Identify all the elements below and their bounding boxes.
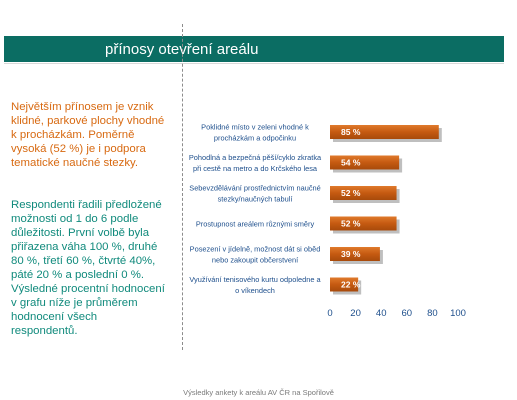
bar-value-label: 52 % — [341, 219, 361, 229]
x-tick-label: 100 — [450, 308, 466, 319]
summary-line: vysoká (52 %) je i podpora — [11, 143, 146, 155]
method-line: Výsledné procentní hodnocení — [11, 283, 165, 295]
slide-title: přínosy otevření areálu — [105, 41, 259, 58]
bar-value-label: 85 % — [341, 127, 361, 137]
method-line: Respondenti řadili předložené — [11, 199, 162, 211]
method-line: hodnocení všech — [11, 311, 98, 323]
method-line: možnosti od 1 do 6 podle — [11, 213, 139, 225]
bar-6 — [330, 277, 359, 292]
x-tick-label: 0 — [327, 308, 332, 319]
x-tick-label: 40 — [376, 308, 387, 319]
category-label: Prostupnost areálem různými směry — [196, 220, 315, 229]
summary-line: k procházkám. Poměrně — [11, 129, 135, 141]
header-underline — [4, 63, 504, 64]
category-label: Pohodlná a bezpečná pěší/cyklo zkratka př… — [189, 153, 322, 173]
header-band — [4, 36, 504, 62]
bar-5 — [330, 247, 380, 261]
bar-2 — [330, 155, 400, 170]
method-paragraph: Respondenti řadili předložené možnosti o… — [11, 198, 181, 338]
method-line: páté 20 % a poslední 0 %. — [11, 269, 144, 281]
bar-value-label: 54 % — [341, 158, 361, 168]
method-line: důležitosti. První volbě byla — [11, 227, 150, 239]
method-line: 80 %, třetí 60 %, čtvrté 40%, — [11, 255, 156, 267]
bar-value-label: 39 % — [341, 249, 361, 259]
x-tick-label: 20 — [350, 308, 361, 319]
x-tick-label: 60 — [402, 308, 413, 319]
method-line: v grafu níže je průměrem — [11, 297, 138, 309]
dashed-divider — [182, 24, 184, 350]
category-label: Posezení v jídelně, možnost dát si oběd n… — [190, 245, 321, 265]
bar-value-label: 22 % — [341, 280, 361, 290]
bar-value-label: 52 % — [341, 188, 361, 198]
method-line: přiřazena váha 100 %, druhé — [11, 241, 158, 253]
summary-line: klidné, parkové plochy vhodné — [11, 115, 165, 127]
summary-line: Největším přínosem je vznik — [11, 101, 154, 113]
category-label: Sebevzdělávání prostřednictvím naučné ste… — [189, 184, 320, 204]
x-tick-label: 80 — [427, 308, 438, 319]
summary-line: tematické naučné stezky. — [11, 157, 139, 169]
category-label: Poklidné místo v zeleni vhodné k procházk… — [201, 123, 309, 143]
footer-caption: Výsledky ankety k areálu AV ČR na Spořil… — [183, 388, 334, 397]
bar-3 — [330, 186, 397, 200]
summary-paragraph: Největším přínosem je vznik klidné, park… — [11, 100, 181, 170]
bar-4 — [330, 216, 397, 231]
bar-1 — [330, 125, 439, 139]
method-line: respondentů. — [11, 325, 78, 337]
